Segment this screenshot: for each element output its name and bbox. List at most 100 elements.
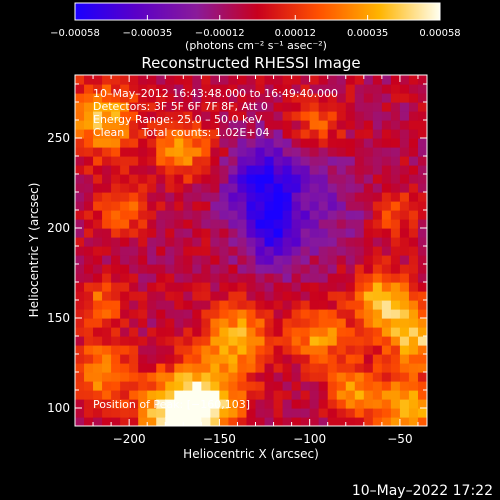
heatmap-cell bbox=[102, 192, 112, 202]
heatmap-cell bbox=[147, 408, 157, 418]
heatmap-cell bbox=[237, 192, 248, 202]
heatmap-cell bbox=[318, 228, 329, 238]
heatmap-cell bbox=[228, 210, 239, 220]
heatmap-cell bbox=[75, 417, 85, 426]
heatmap-cell bbox=[327, 354, 338, 364]
heatmap-cell bbox=[102, 93, 112, 103]
heatmap-cell bbox=[165, 129, 175, 139]
heatmap-cell bbox=[93, 120, 103, 130]
heatmap-cell bbox=[372, 129, 383, 139]
heatmap-cell bbox=[408, 273, 419, 283]
heatmap-cell bbox=[219, 183, 230, 193]
heatmap-cell bbox=[354, 327, 365, 337]
heatmap-cell bbox=[75, 399, 85, 409]
heatmap-cell bbox=[183, 192, 193, 202]
heatmap-cell bbox=[210, 390, 221, 400]
heatmap-cell bbox=[102, 354, 112, 364]
heatmap-cell bbox=[183, 318, 193, 328]
heatmap-cell bbox=[228, 75, 239, 85]
heatmap-cell bbox=[102, 84, 112, 94]
heatmap-cell bbox=[399, 210, 410, 220]
heatmap-cell bbox=[228, 219, 239, 229]
heatmap-cell bbox=[228, 156, 239, 166]
heatmap-cell bbox=[381, 246, 392, 256]
heatmap-cell bbox=[111, 282, 121, 292]
heatmap-cell bbox=[417, 336, 427, 346]
heatmap-cell bbox=[102, 417, 112, 426]
heatmap-cell bbox=[174, 354, 184, 364]
heatmap-cell bbox=[102, 147, 112, 157]
heatmap-cell bbox=[219, 372, 230, 382]
heatmap-cell bbox=[84, 237, 94, 247]
heatmap-cell bbox=[165, 192, 175, 202]
heatmap-cell bbox=[300, 192, 311, 202]
heatmap-cell bbox=[354, 264, 365, 274]
heatmap-cell bbox=[156, 201, 166, 211]
heatmap-cell bbox=[417, 309, 427, 319]
heatmap-cell bbox=[354, 192, 365, 202]
heatmap-cell bbox=[318, 354, 329, 364]
heatmap-cell bbox=[165, 381, 175, 391]
heatmap-cell bbox=[273, 345, 284, 355]
heatmap-cell bbox=[273, 300, 284, 310]
heatmap-cell bbox=[84, 165, 94, 175]
heatmap-cell bbox=[201, 192, 211, 202]
heatmap-cell bbox=[408, 372, 419, 382]
heatmap-cell bbox=[408, 381, 419, 391]
heatmap-cell bbox=[318, 111, 329, 121]
heatmap-cell bbox=[102, 138, 112, 148]
heatmap-cell bbox=[129, 138, 139, 148]
heatmap-cell bbox=[192, 192, 202, 202]
heatmap-cell bbox=[399, 174, 410, 184]
heatmap-cell bbox=[120, 138, 130, 148]
heatmap-cell bbox=[327, 255, 338, 265]
heatmap-cell bbox=[201, 282, 211, 292]
heatmap-cell bbox=[354, 219, 365, 229]
heatmap-cell bbox=[408, 111, 419, 121]
heatmap-cell bbox=[282, 210, 293, 220]
heatmap-cell bbox=[192, 291, 202, 301]
heatmap-cell bbox=[201, 165, 211, 175]
heatmap-cell bbox=[336, 318, 347, 328]
heatmap-cell bbox=[237, 309, 248, 319]
heatmap-cell bbox=[237, 93, 248, 103]
heatmap-cell bbox=[129, 399, 139, 409]
heatmap-cell bbox=[381, 264, 392, 274]
heatmap-cell bbox=[129, 165, 139, 175]
heatmap-cell bbox=[183, 381, 193, 391]
heatmap-cell bbox=[165, 372, 175, 382]
heatmap-cell bbox=[120, 84, 130, 94]
heatmap-cell bbox=[264, 417, 275, 426]
heatmap-cell bbox=[219, 417, 230, 426]
heatmap-cell bbox=[273, 417, 284, 426]
heatmap-cell bbox=[381, 129, 392, 139]
heatmap-cell bbox=[345, 255, 356, 265]
heatmap-cell bbox=[183, 93, 193, 103]
heatmap-cell bbox=[165, 84, 175, 94]
heatmap-cell bbox=[417, 318, 427, 328]
heatmap-cell bbox=[228, 147, 239, 157]
heatmap-cell bbox=[264, 363, 275, 373]
heatmap-cell bbox=[93, 318, 103, 328]
heatmap-cell bbox=[147, 291, 157, 301]
heatmap-cell bbox=[111, 309, 121, 319]
heatmap-cell bbox=[228, 381, 239, 391]
heatmap-cell bbox=[237, 228, 248, 238]
heatmap-cell bbox=[345, 228, 356, 238]
heatmap-cell bbox=[354, 84, 365, 94]
heatmap-cell bbox=[120, 345, 130, 355]
heatmap-cell bbox=[102, 228, 112, 238]
heatmap-cell bbox=[291, 264, 302, 274]
heatmap-cell bbox=[273, 354, 284, 364]
heatmap-cell bbox=[399, 417, 410, 426]
heatmap-cell bbox=[156, 408, 166, 418]
heatmap-cell bbox=[147, 138, 157, 148]
heatmap-cell bbox=[345, 300, 356, 310]
heatmap-cell bbox=[345, 174, 356, 184]
heatmap-cell bbox=[363, 237, 374, 247]
heatmap-cell bbox=[228, 318, 239, 328]
heatmap-cell bbox=[183, 165, 193, 175]
heatmap-cell bbox=[84, 174, 94, 184]
heatmap-cell bbox=[345, 264, 356, 274]
heatmap-cell bbox=[93, 219, 103, 229]
